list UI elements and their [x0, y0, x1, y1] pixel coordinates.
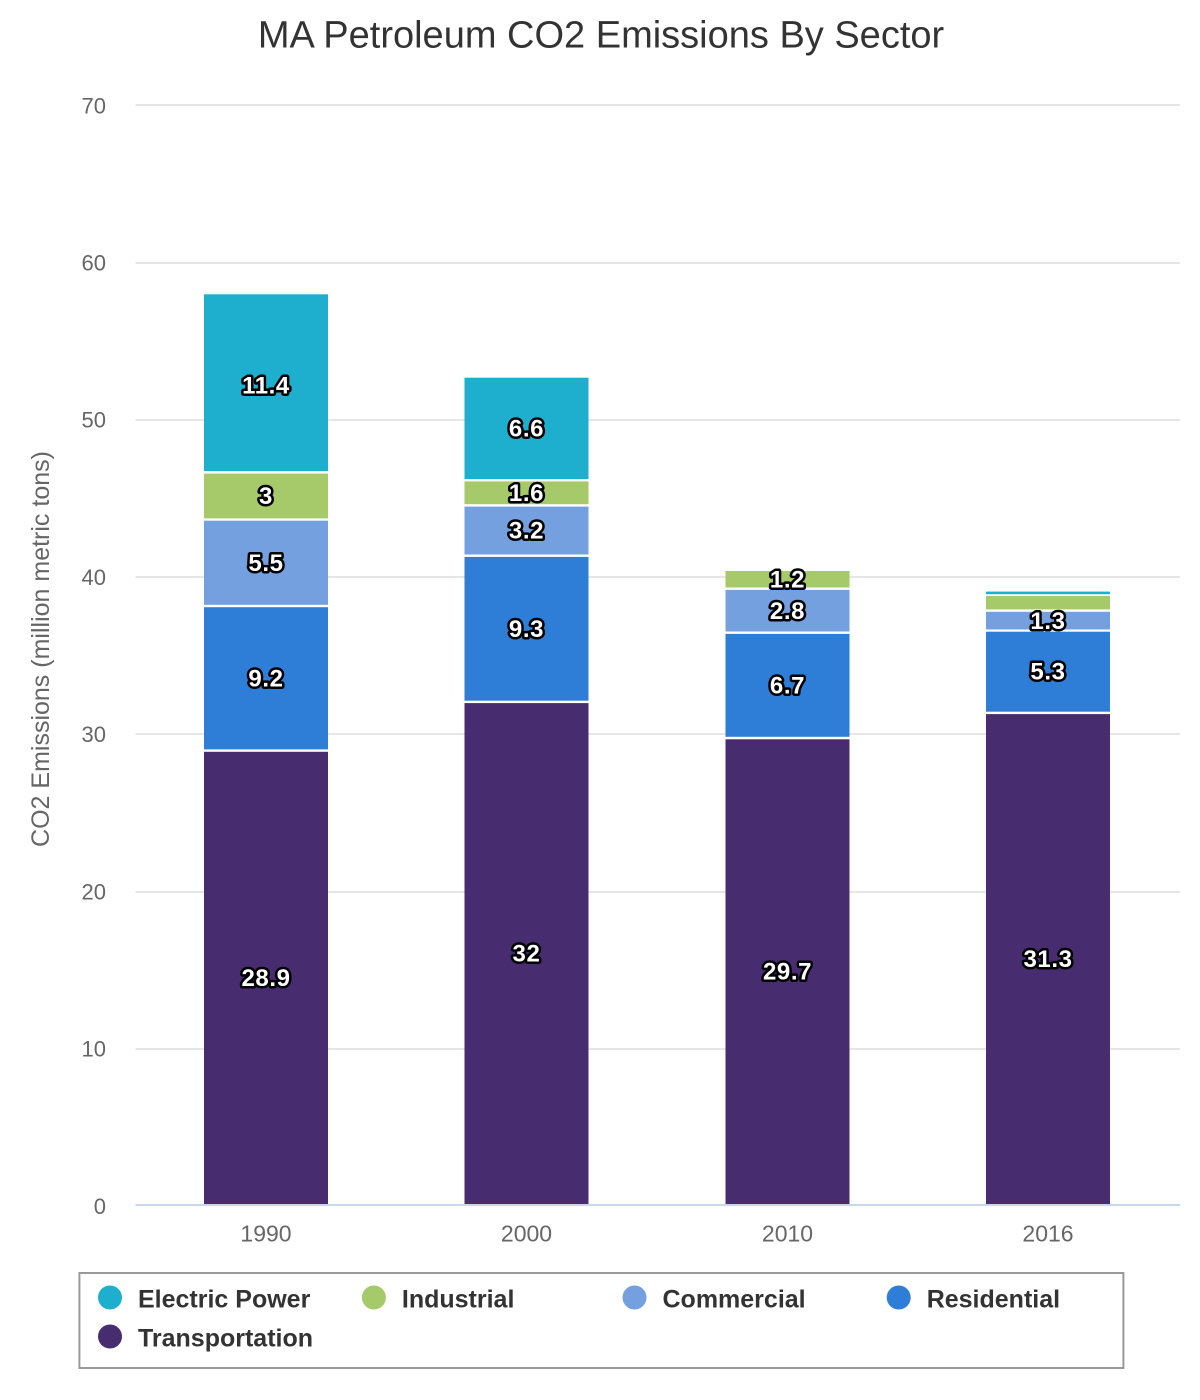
svg-text:5.3: 5.3 — [1030, 658, 1065, 685]
svg-text:1990: 1990 — [240, 1221, 291, 1247]
svg-text:CO2 Emissions (million metric: CO2 Emissions (million metric tons) — [27, 451, 55, 847]
svg-text:2000: 2000 — [501, 1221, 552, 1247]
svg-text:30: 30 — [82, 722, 106, 747]
svg-text:28.9: 28.9 — [241, 965, 290, 992]
svg-text:50: 50 — [82, 408, 106, 433]
svg-text:60: 60 — [82, 251, 106, 276]
svg-text:Transportation: Transportation — [138, 1324, 313, 1352]
svg-text:6.6: 6.6 — [509, 416, 544, 443]
svg-text:6.7: 6.7 — [770, 673, 805, 700]
svg-text:1.3: 1.3 — [1030, 608, 1065, 635]
svg-text:0: 0 — [94, 1194, 106, 1219]
svg-text:9.2: 9.2 — [248, 666, 283, 693]
svg-text:29.7: 29.7 — [763, 959, 812, 986]
svg-text:1.6: 1.6 — [509, 480, 544, 507]
svg-text:5.5: 5.5 — [248, 550, 283, 577]
svg-text:Industrial: Industrial — [402, 1285, 515, 1313]
svg-text:20: 20 — [82, 879, 106, 904]
svg-text:10: 10 — [82, 1037, 106, 1062]
svg-text:31.3: 31.3 — [1023, 946, 1072, 973]
svg-text:2016: 2016 — [1022, 1221, 1073, 1247]
svg-text:2010: 2010 — [762, 1221, 813, 1247]
svg-text:Electric Power: Electric Power — [138, 1285, 311, 1313]
svg-text:32: 32 — [513, 941, 541, 968]
svg-text:3: 3 — [259, 483, 273, 510]
svg-text:70: 70 — [82, 93, 106, 118]
svg-text:40: 40 — [82, 565, 106, 590]
svg-text:MA Petroleum CO2 Emissions By: MA Petroleum CO2 Emissions By Sector — [258, 15, 945, 57]
svg-text:1.2: 1.2 — [770, 567, 805, 594]
svg-text:11.4: 11.4 — [242, 373, 290, 400]
svg-text:9.3: 9.3 — [509, 616, 544, 643]
svg-text:3.2: 3.2 — [509, 518, 544, 545]
svg-text:Commercial: Commercial — [663, 1285, 806, 1313]
svg-text:Residential: Residential — [927, 1285, 1060, 1313]
svg-text:2.8: 2.8 — [770, 598, 805, 625]
